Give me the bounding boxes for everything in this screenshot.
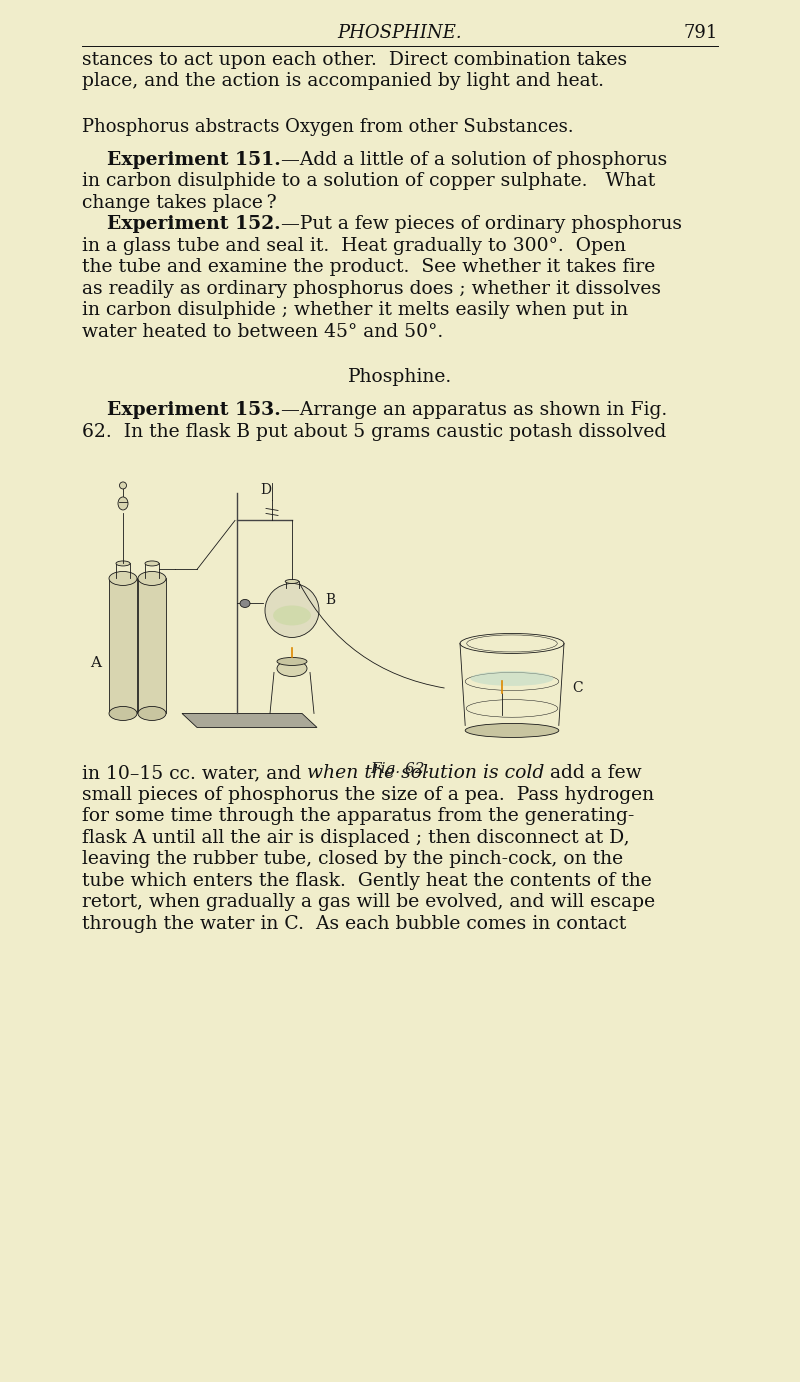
Text: Experiment 153.: Experiment 153. [107, 401, 281, 420]
Ellipse shape [138, 571, 166, 586]
Text: the tube and examine the product.  See whether it takes fire: the tube and examine the product. See wh… [82, 258, 655, 276]
Text: small pieces of phosphorus the size of a pea.  Pass hydrogen: small pieces of phosphorus the size of a… [82, 786, 654, 804]
Text: through the water in C.  As each bubble comes in contact: through the water in C. As each bubble c… [82, 915, 626, 933]
Ellipse shape [138, 706, 166, 720]
Text: Experiment 152.: Experiment 152. [107, 216, 281, 234]
Ellipse shape [109, 571, 137, 586]
Ellipse shape [116, 561, 130, 567]
Text: D: D [260, 484, 271, 498]
Text: place, and the action is accompanied by light and heat.: place, and the action is accompanied by … [82, 72, 604, 90]
Text: Experiment 151.: Experiment 151. [107, 151, 281, 169]
Polygon shape [182, 713, 317, 727]
Bar [138, 579, 166, 713]
Ellipse shape [118, 498, 128, 510]
Ellipse shape [277, 661, 307, 676]
Text: —Put a few pieces of ordinary phosphorus: —Put a few pieces of ordinary phosphorus [281, 216, 682, 234]
Text: —Arrange an apparatus as shown in Fig.: —Arrange an apparatus as shown in Fig. [281, 401, 667, 420]
Text: stances to act upon each other.  Direct combination takes: stances to act upon each other. Direct c… [82, 51, 627, 69]
Bar [109, 579, 137, 713]
Ellipse shape [285, 579, 299, 583]
Text: water heated to between 45° and 50°.: water heated to between 45° and 50°. [82, 323, 443, 341]
Ellipse shape [466, 723, 558, 738]
Text: 62.  In the flask B put about 5 grams caustic potash dissolved: 62. In the flask B put about 5 grams cau… [82, 423, 666, 441]
Text: change takes place ?: change takes place ? [82, 193, 277, 211]
Text: Phosphorus abstracts Oxygen from other Substances.: Phosphorus abstracts Oxygen from other S… [82, 117, 574, 135]
Text: 791: 791 [684, 23, 718, 41]
Text: add a few: add a few [545, 764, 642, 782]
Text: C: C [572, 681, 582, 695]
Ellipse shape [119, 482, 126, 489]
Ellipse shape [145, 561, 159, 567]
Text: in a glass tube and seal it.  Heat gradually to 300°.  Open: in a glass tube and seal it. Heat gradua… [82, 236, 626, 254]
Ellipse shape [109, 706, 137, 720]
Ellipse shape [273, 605, 311, 626]
Text: leaving the rubber tube, closed by the pinch-cock, on the: leaving the rubber tube, closed by the p… [82, 850, 623, 868]
Text: PHOSPHINE.: PHOSPHINE. [338, 23, 462, 41]
Ellipse shape [265, 583, 319, 637]
Text: Fig. 62.: Fig. 62. [370, 763, 430, 777]
Text: tube which enters the flask.  Gently heat the contents of the: tube which enters the flask. Gently heat… [82, 872, 652, 890]
Text: flask A until all the air is displaced ; then disconnect at D,: flask A until all the air is displaced ;… [82, 829, 630, 847]
Text: in carbon disulphide to a solution of copper sulphate.   What: in carbon disulphide to a solution of co… [82, 173, 655, 191]
Text: —Add a little of a solution of phosphorus: —Add a little of a solution of phosphoru… [281, 151, 667, 169]
Ellipse shape [277, 658, 307, 666]
Text: A: A [90, 656, 101, 670]
Text: Phosphine.: Phosphine. [348, 368, 452, 386]
Ellipse shape [240, 600, 250, 608]
Text: retort, when gradually a gas will be evolved, and will escape: retort, when gradually a gas will be evo… [82, 893, 655, 912]
Text: for some time through the apparatus from the generating-: for some time through the apparatus from… [82, 807, 634, 825]
Ellipse shape [470, 670, 554, 685]
Text: as readily as ordinary phosphorus does ; whether it dissolves: as readily as ordinary phosphorus does ;… [82, 281, 661, 299]
Text: when the solution is cold: when the solution is cold [307, 764, 545, 782]
Text: in carbon disulphide ; whether it melts easily when put in: in carbon disulphide ; whether it melts … [82, 301, 628, 319]
Text: in 10–15 cc. water, and: in 10–15 cc. water, and [82, 764, 307, 782]
Text: B: B [325, 593, 335, 608]
